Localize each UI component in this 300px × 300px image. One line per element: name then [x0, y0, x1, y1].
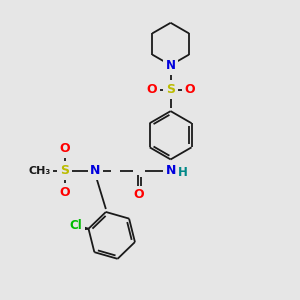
- Text: O: O: [133, 188, 143, 201]
- Text: H: H: [178, 166, 188, 178]
- Text: CH₃: CH₃: [28, 166, 51, 176]
- Text: S: S: [60, 164, 69, 177]
- Text: S: S: [166, 83, 175, 96]
- Text: Cl: Cl: [69, 219, 82, 232]
- Text: N: N: [166, 59, 176, 72]
- Text: O: O: [59, 142, 70, 155]
- Text: N: N: [90, 164, 101, 177]
- Text: O: O: [59, 186, 70, 199]
- Text: O: O: [184, 83, 195, 96]
- Text: O: O: [146, 83, 157, 96]
- Text: N: N: [165, 164, 176, 177]
